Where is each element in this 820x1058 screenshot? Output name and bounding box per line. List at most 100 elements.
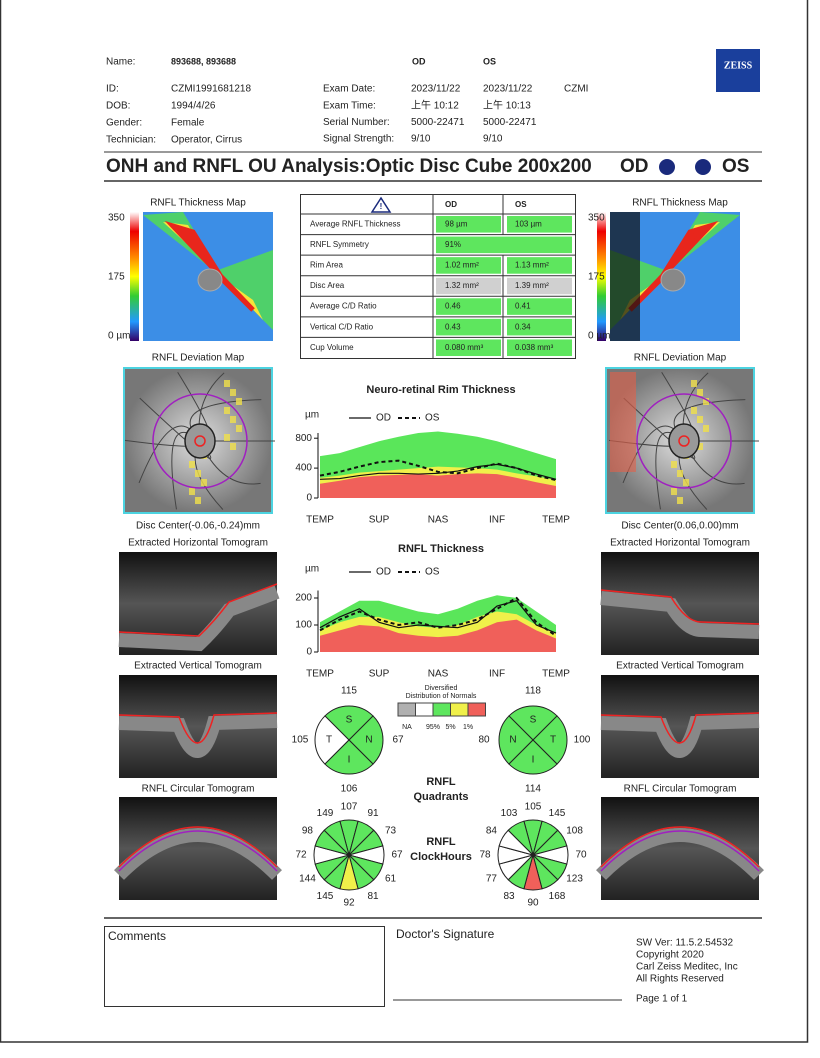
exam-od: 5000-22471 [411, 117, 465, 128]
thickness-map-mask [610, 212, 640, 341]
optic-disc [660, 268, 686, 292]
clock-value: 168 [549, 891, 566, 902]
thickness-map-pattern [143, 212, 273, 330]
legend-label: 1% [463, 724, 473, 731]
deviation-pixel [703, 425, 709, 432]
exam-os: 上午 10:13 [483, 98, 531, 111]
deviation-pixel [697, 443, 703, 450]
retina-layer [114, 828, 282, 880]
ilm-line [600, 826, 760, 868]
report-title: ONH and RNFL OU Analysis:Optic Disc Cube… [106, 156, 592, 177]
table-value: 91% [445, 240, 461, 249]
series-line [319, 463, 557, 480]
quadrant-value: 80 [478, 735, 490, 746]
legend-label: NA [402, 724, 412, 731]
clock-value: 81 [367, 891, 379, 902]
deviation-pixel [189, 488, 195, 495]
quadrant-letter: N [509, 735, 516, 746]
optic-disc [197, 268, 223, 292]
deviation-pixel [230, 443, 236, 450]
quadrant-sector [324, 705, 374, 741]
ilm-line [118, 826, 278, 868]
series-line [319, 459, 557, 482]
clock-value: 90 [527, 898, 539, 909]
deviation-pixel [677, 497, 683, 504]
clock-value: 145 [317, 891, 334, 902]
clock-value: 77 [486, 874, 498, 885]
cup-outline [678, 435, 690, 447]
warning-icon [370, 196, 392, 213]
field-label: Name: [106, 57, 135, 68]
quadrant-sector [508, 705, 558, 741]
deviation-pixel [703, 398, 709, 405]
exam-os: 9/10 [483, 134, 503, 145]
retina-layer [118, 714, 278, 758]
quadrant-letter: N [365, 735, 372, 746]
tomogram-title: RNFL Circular Tomogram [624, 784, 737, 795]
normal-band [320, 619, 556, 652]
y-unit: µm [305, 564, 319, 575]
table-cell [436, 236, 572, 254]
quadrant-sector [324, 739, 374, 775]
clock-title: RNFL [426, 836, 456, 848]
field-value: 893688, 893688 [171, 56, 236, 66]
table-value: 0.43 [445, 322, 461, 331]
comments-box [104, 926, 385, 1007]
y-tick-label: 200 [295, 593, 312, 604]
y-tick-label: 100 [295, 620, 312, 631]
quadrant-value: 67 [392, 735, 404, 746]
clock-value: 78 [479, 850, 491, 861]
exam-label: Serial Number: [323, 117, 390, 128]
deviation-pixel [691, 407, 697, 414]
ilm-line [600, 712, 760, 744]
exam-os: 2023/11/22 [483, 84, 533, 95]
table-header: OD [445, 200, 457, 209]
y-tick-label: 800 [295, 433, 312, 444]
legend-box [415, 702, 434, 717]
scale-label: 350 [588, 213, 605, 224]
clock-value: 70 [575, 850, 587, 861]
od-label: OD [620, 156, 649, 177]
x-label: TEMP [306, 515, 334, 526]
cup-outline [194, 435, 206, 447]
exam-label: Exam Time: [323, 100, 376, 111]
logo-text: ZEISS [724, 60, 753, 71]
clock-sector [323, 820, 350, 857]
field-value: CZMI1991681218 [171, 84, 251, 95]
deviation-pixel [224, 380, 230, 387]
table-label: RNFL Symmetry [310, 240, 369, 249]
software-info: All Rights Reserved [636, 974, 724, 985]
scale-label: 0 µm [588, 331, 610, 342]
field-label: Gender: [106, 118, 142, 129]
table-cell [507, 216, 572, 233]
measure-circle [152, 393, 248, 489]
retina-layer [118, 585, 280, 652]
disc-outline [668, 423, 700, 459]
quadrants-title: Quadrants [413, 791, 468, 803]
map-title: RNFL Thickness Map [632, 198, 728, 209]
map-zone [628, 220, 719, 312]
y-tick-label: 0 [306, 647, 312, 658]
legend-title: Diversified [425, 685, 458, 692]
chart-title: Neuro-retinal Rim Thickness [366, 384, 515, 396]
page-number: Page 1 of 1 [636, 994, 688, 1005]
quadrants-title: RNFL [426, 776, 456, 788]
legend-label: OD [376, 413, 391, 424]
legend-label: 5% [445, 724, 455, 731]
software-info: SW Ver: 11.5.2.54532 [636, 938, 734, 949]
table-cell [436, 257, 501, 274]
legend-box [397, 702, 416, 717]
table-cell [436, 298, 501, 315]
tomogram-title: RNFL Circular Tomogram [142, 784, 255, 795]
exam-label: Exam Date: [323, 84, 375, 95]
legend-box [432, 702, 451, 717]
disc-center: Disc Center(0.06,0.00)mm [621, 521, 738, 532]
deviation-pixel [195, 497, 201, 504]
table-cell [507, 298, 572, 315]
clock-value: 92 [343, 898, 355, 909]
quadrant-letter: I [532, 755, 535, 766]
clock-value: 108 [566, 826, 583, 837]
x-label: TEMP [306, 669, 334, 680]
x-label: NAS [428, 669, 449, 680]
